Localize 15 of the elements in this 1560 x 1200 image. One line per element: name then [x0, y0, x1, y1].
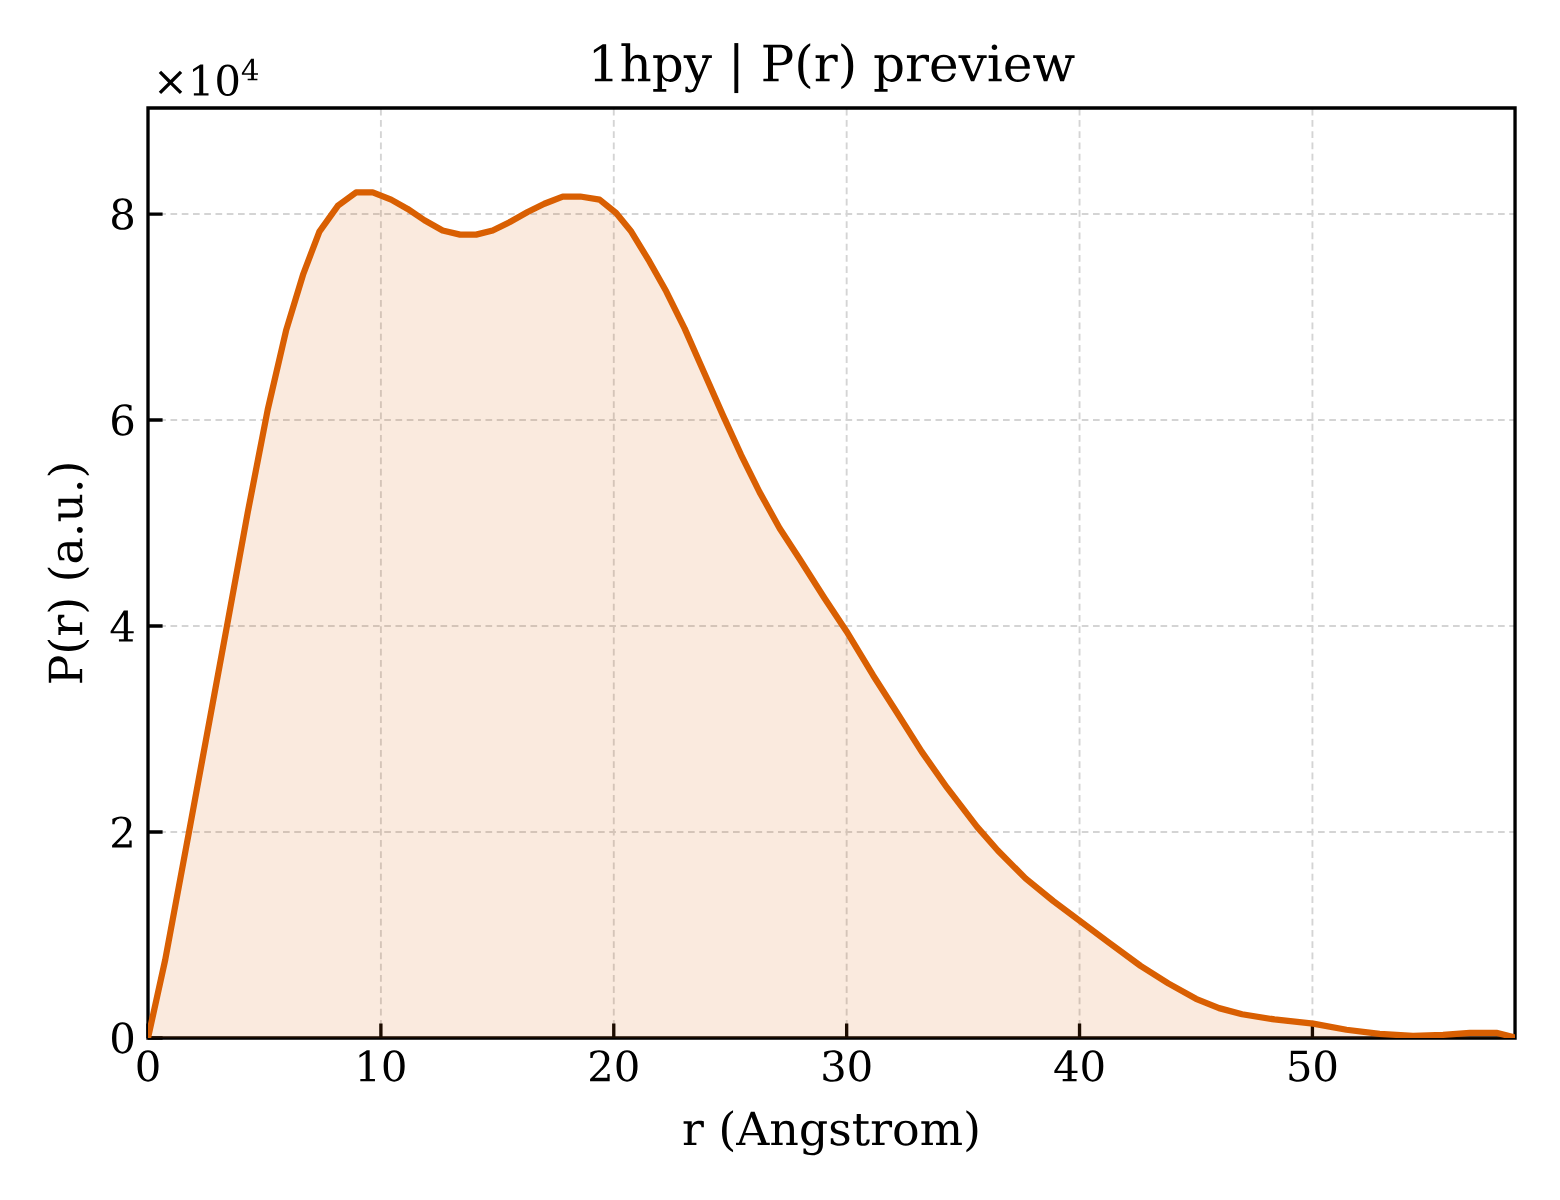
- x-tick-label: 20: [590, 1050, 638, 1082]
- text: ×10$^{4}$: [158, 58, 258, 97]
- chart-title: 1hpy | P(r) preview: [593, 43, 1075, 94]
- y-tick-label: 6: [112, 404, 134, 436]
- y-tick-label: 2: [112, 816, 132, 848]
- x-axis-title: r (Angstrom): [683, 1110, 978, 1156]
- x-tick-label: 40: [1054, 1050, 1104, 1082]
- y-tick-label: 4: [110, 610, 134, 642]
- x-tick-label: 30: [823, 1050, 871, 1082]
- y-tick-label: 8: [112, 198, 133, 230]
- y-axis-title: P(r) (a.u.): [47, 464, 90, 683]
- x-tick-label: 0: [137, 1050, 159, 1082]
- y-tick-label: 0: [112, 1022, 134, 1054]
- x-tick-label: 50: [1289, 1050, 1337, 1082]
- x-tick-label: 10: [359, 1050, 405, 1082]
